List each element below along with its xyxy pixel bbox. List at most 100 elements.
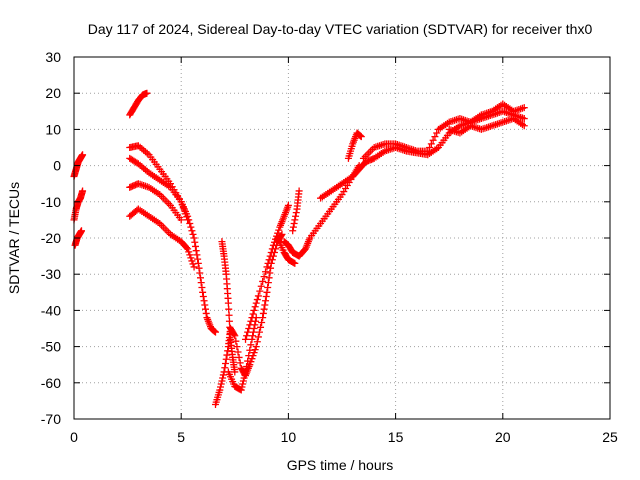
data-point-track-r: [433, 129, 441, 137]
x-axis-title: GPS time / hours: [287, 457, 394, 473]
data-point-track-g: [177, 216, 185, 224]
data-point-track-i: [261, 301, 269, 309]
data-point-track-k: [245, 352, 253, 360]
data-point-track-k: [244, 357, 252, 365]
data-point-track-i: [259, 314, 267, 322]
data-point-track-i: [217, 380, 225, 388]
data-point-track-e: [191, 238, 199, 246]
data-point-track-e: [201, 301, 209, 309]
data-point-track-e: [200, 297, 208, 305]
data-point-track-l: [257, 282, 265, 290]
data-point-track-e: [197, 279, 205, 287]
data-point-track-i: [230, 331, 238, 339]
tick-marks: [73, 56, 611, 420]
grid-lines: [74, 57, 610, 419]
data-point-track-i: [257, 323, 265, 331]
data-point-track-i: [219, 374, 227, 382]
data-point-track-i: [258, 318, 266, 326]
x-tick-label: 5: [177, 429, 185, 445]
data-point-track-l: [245, 325, 253, 332]
data-point-track-e: [187, 223, 195, 231]
data-point-track-j: [224, 299, 232, 307]
data-point-track-i: [234, 348, 242, 356]
data-point-track-l: [275, 226, 283, 234]
y-tick-label: -40: [41, 302, 61, 318]
data-point-track-e: [186, 220, 194, 228]
data-point-track-e: [198, 283, 206, 291]
data-point-track-o: [291, 259, 299, 267]
data-point-track-e: [196, 274, 204, 282]
data-point-track-i: [253, 338, 261, 346]
data-point-track-f: [180, 207, 188, 215]
data-point-track-i: [221, 364, 229, 372]
data-point-track-i: [265, 274, 273, 282]
data-point-track-i: [263, 288, 271, 296]
data-point-track-i: [231, 332, 239, 340]
data-point-track-i: [233, 343, 241, 351]
data-point-track-l: [259, 277, 267, 285]
data-point-track-f: [184, 216, 192, 224]
data-point-track-e: [192, 247, 200, 255]
x-tick-label: 15: [388, 429, 404, 445]
y-tick-label: -10: [41, 194, 61, 210]
data-point-track-l: [262, 268, 270, 276]
data-point-track-q: [357, 133, 365, 141]
x-tick-label: 20: [495, 429, 511, 445]
data-point-track-i: [264, 279, 272, 287]
data-point-track-e: [199, 293, 207, 301]
data-point-track-r: [520, 104, 528, 112]
data-point-track-k: [249, 332, 257, 340]
data-point-track-b: [79, 187, 87, 195]
data-point-track-r: [431, 133, 439, 141]
data-point-track-i: [264, 283, 272, 291]
data-point-track-i: [248, 355, 256, 363]
data-point-track-e: [195, 264, 203, 272]
data-point-track-h: [187, 254, 195, 262]
data-point-track-e: [189, 230, 197, 238]
data-point-track-l: [267, 248, 275, 256]
y-tick-label: -20: [41, 230, 61, 246]
data-point-track-i: [262, 293, 270, 301]
data-point-track-l: [252, 299, 260, 307]
data-point-track-e: [212, 328, 220, 336]
y-axis-title: SDTVAR / TECUs: [6, 182, 22, 294]
y-tick-label: -70: [41, 411, 61, 427]
data-point-track-i: [222, 359, 230, 367]
data-point-track-i: [236, 359, 244, 367]
y-tick-label: 30: [45, 49, 61, 65]
data-point-track-e: [190, 234, 198, 242]
data-point-track-h: [184, 245, 192, 253]
data-point-track-f: [177, 198, 185, 206]
data-point-track-l: [266, 252, 274, 260]
data-point-track-k: [243, 363, 251, 371]
data-point-track-h: [188, 257, 196, 265]
chart-title: Day 117 of 2024, Sidereal Day-to-day VTE…: [88, 21, 593, 37]
data-point-track-i: [267, 264, 275, 272]
data-point-track-k: [242, 368, 250, 376]
data-point-track-i: [250, 349, 258, 357]
data-point-track-i: [252, 343, 260, 351]
data-point-track-h: [189, 260, 197, 268]
data-point-track-k: [248, 335, 256, 343]
data-point-track-i: [262, 297, 270, 305]
data-point-track-j: [226, 323, 234, 331]
data-point-track-i: [259, 309, 267, 317]
data-point-track-a: [79, 151, 87, 159]
data-point-track-l: [264, 259, 272, 267]
data-point-track-f: [181, 210, 189, 218]
y-tick-labels: -70 -60 -50 -40 -30 -20 -10 0 10 20 30: [41, 49, 61, 427]
data-point-track-r: [424, 147, 432, 155]
data-point-track-l: [243, 332, 251, 340]
data-point-track-j: [226, 329, 234, 337]
data-point-track-i: [218, 377, 226, 385]
data-point-track-h: [183, 244, 191, 252]
data-point-track-l: [246, 321, 254, 329]
data-point-track-i: [217, 383, 225, 391]
data-point-track-l: [244, 328, 252, 336]
data-point-track-l: [250, 306, 258, 314]
data-point-track-l: [256, 287, 264, 295]
data-point-track-e: [188, 227, 196, 235]
data-point-track-l: [242, 335, 250, 343]
data-point-track-r: [427, 140, 435, 148]
data-point-track-j: [225, 305, 233, 313]
